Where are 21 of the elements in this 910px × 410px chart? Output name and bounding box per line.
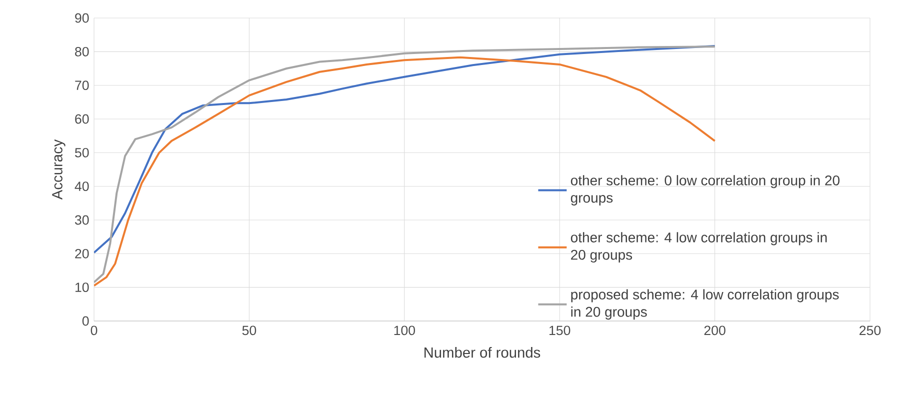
y-tick-label: 70	[75, 80, 89, 90]
x-tick-label: 200	[704, 326, 726, 336]
y-tick-label: 90	[75, 13, 89, 23]
y-tick-label: 40	[74, 182, 89, 192]
x-tick-label: 250	[860, 326, 881, 336]
x-tick-label: 50	[242, 326, 256, 336]
y-tick-label: 80	[75, 46, 89, 56]
legend-label: proposed scheme: 4 low correlation groups in 20 groups	[571, 289, 839, 320]
legend-label: other scheme: 4 low correlation groups in 20 groups	[570, 232, 827, 263]
y-tick-label: 60	[75, 114, 89, 124]
legend-label: other scheme: 0 low correlation group in 20 groups	[570, 175, 840, 206]
x-tick-label: 0	[90, 326, 98, 336]
y-tick-label: 50	[75, 148, 89, 158]
y-tick-label: 0	[82, 316, 89, 326]
x-axis-title: Number of rounds	[424, 346, 540, 358]
y-tick-label: 10	[75, 282, 89, 292]
y-axis-title: Accuracy	[52, 139, 66, 200]
x-tick-label: 150	[550, 326, 570, 336]
y-tick-label: 20	[75, 248, 89, 258]
y-tick-label: 30	[74, 215, 89, 225]
x-tick-label: 100	[394, 326, 416, 336]
